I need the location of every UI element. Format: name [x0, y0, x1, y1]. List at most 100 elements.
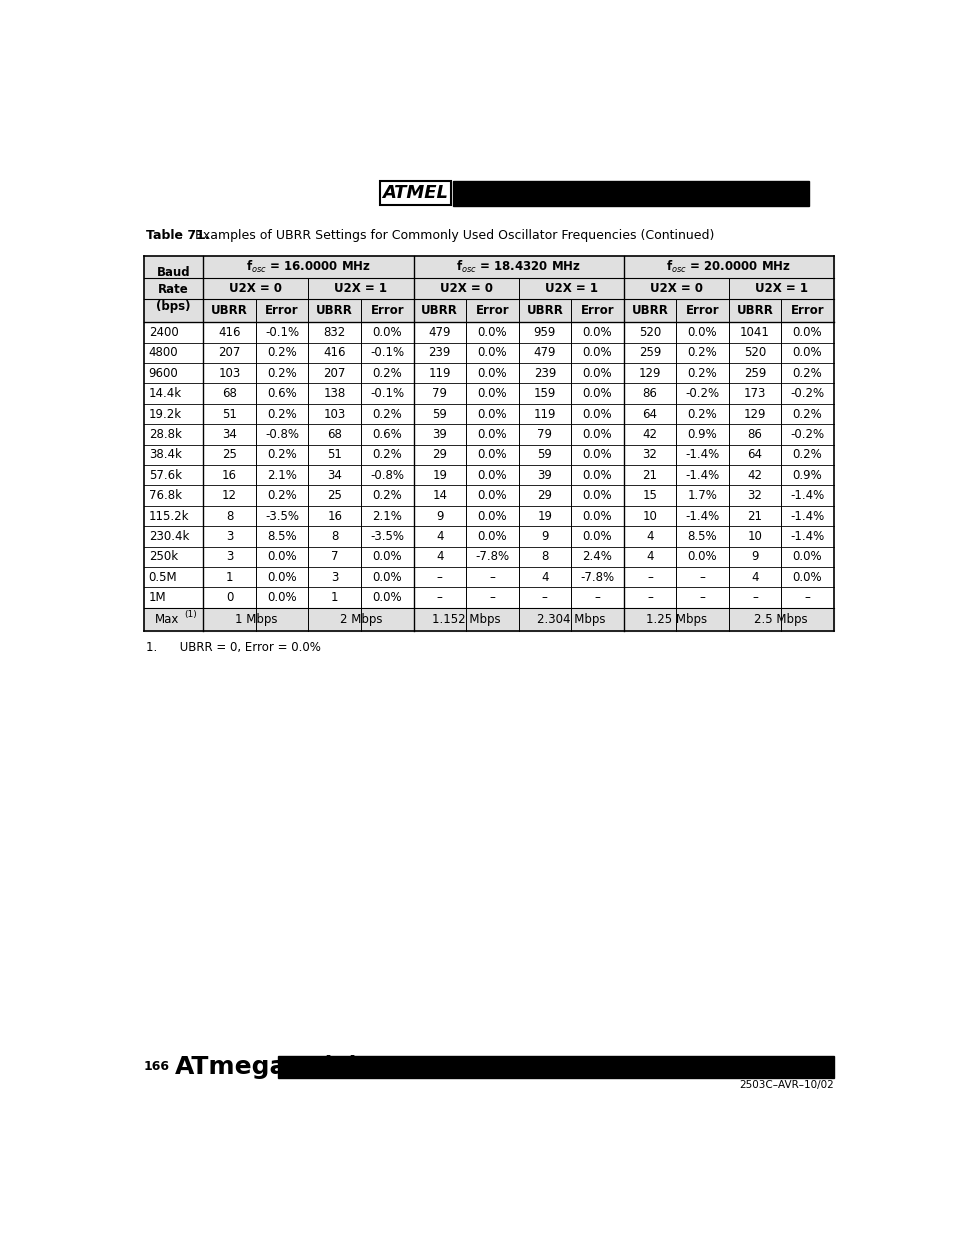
Text: 2.1%: 2.1%: [372, 510, 402, 522]
Text: 416: 416: [218, 326, 240, 338]
Text: 0.0%: 0.0%: [792, 551, 821, 563]
Text: 0.2%: 0.2%: [267, 408, 296, 421]
Bar: [144, 425, 833, 445]
Text: ATMEL: ATMEL: [382, 184, 448, 201]
Text: 166: 166: [144, 1061, 170, 1073]
Text: 34: 34: [222, 429, 237, 441]
Text: 230.4k: 230.4k: [149, 530, 189, 543]
Text: 32: 32: [641, 448, 657, 462]
Text: 79: 79: [432, 387, 447, 400]
Text: 0.0%: 0.0%: [477, 510, 507, 522]
Text: 14: 14: [432, 489, 447, 503]
Text: 119: 119: [428, 367, 451, 379]
Text: 0.2%: 0.2%: [687, 408, 717, 421]
Text: 25: 25: [222, 448, 237, 462]
Text: U2X = 0: U2X = 0: [649, 282, 702, 295]
Text: 0.0%: 0.0%: [582, 346, 612, 359]
Text: UBRR: UBRR: [736, 304, 773, 317]
Text: 1.      UBRR = 0, Error = 0.0%: 1. UBRR = 0, Error = 0.0%: [146, 641, 321, 655]
Text: Examples of UBRR Settings for Commonly Used Oscillator Frequencies (Continued): Examples of UBRR Settings for Commonly U…: [195, 228, 714, 242]
Text: 0.2%: 0.2%: [372, 489, 402, 503]
Text: -1.4%: -1.4%: [684, 510, 719, 522]
Text: 2.5 Mbps: 2.5 Mbps: [754, 613, 807, 626]
Text: 0.6%: 0.6%: [267, 387, 296, 400]
Text: 68: 68: [222, 387, 237, 400]
Text: -7.8%: -7.8%: [475, 551, 509, 563]
Text: 0.2%: 0.2%: [372, 448, 402, 462]
Text: 0.0%: 0.0%: [792, 346, 821, 359]
Text: -3.5%: -3.5%: [370, 530, 404, 543]
Bar: [144, 526, 833, 547]
Text: 1.152 Mbps: 1.152 Mbps: [432, 613, 499, 626]
Text: UBRR: UBRR: [316, 304, 353, 317]
Text: 29: 29: [432, 448, 447, 462]
Text: 16: 16: [222, 469, 237, 482]
Text: 2503C–AVR–10/02: 2503C–AVR–10/02: [739, 1081, 833, 1091]
Text: 115.2k: 115.2k: [149, 510, 189, 522]
Text: 0.2%: 0.2%: [267, 489, 296, 503]
Text: –: –: [699, 592, 704, 604]
Text: -0.1%: -0.1%: [265, 326, 299, 338]
Text: 0.0%: 0.0%: [372, 592, 401, 604]
Text: 0.0%: 0.0%: [582, 326, 612, 338]
Text: 86: 86: [747, 429, 761, 441]
Text: 0.2%: 0.2%: [267, 367, 296, 379]
Text: 2 Mbps: 2 Mbps: [339, 613, 382, 626]
Text: 9: 9: [540, 530, 548, 543]
Text: 0.0%: 0.0%: [477, 448, 507, 462]
Text: 119: 119: [533, 408, 556, 421]
Text: -0.2%: -0.2%: [790, 387, 823, 400]
Text: 0.0%: 0.0%: [477, 429, 507, 441]
Text: 0.0%: 0.0%: [477, 367, 507, 379]
Text: 832: 832: [323, 326, 346, 338]
Text: (1): (1): [184, 610, 196, 619]
Text: 19.2k: 19.2k: [149, 408, 182, 421]
Text: 39: 39: [432, 429, 447, 441]
Text: 0.0%: 0.0%: [372, 551, 401, 563]
Text: 0.0%: 0.0%: [687, 551, 717, 563]
Text: –: –: [646, 571, 652, 584]
Text: 259: 259: [743, 367, 765, 379]
Text: -1.4%: -1.4%: [684, 448, 719, 462]
Text: -0.1%: -0.1%: [370, 387, 404, 400]
Text: 207: 207: [323, 367, 346, 379]
Text: 0.0%: 0.0%: [582, 469, 612, 482]
Text: 239: 239: [428, 346, 451, 359]
Text: 0.0%: 0.0%: [477, 387, 507, 400]
Text: Error: Error: [475, 304, 509, 317]
Text: 0.2%: 0.2%: [372, 367, 402, 379]
Text: 8: 8: [226, 510, 233, 522]
Text: 8: 8: [331, 530, 338, 543]
Text: UBRR: UBRR: [631, 304, 668, 317]
Text: f$_{osc}$ = 18.4320 MHz: f$_{osc}$ = 18.4320 MHz: [456, 258, 580, 275]
Text: 10: 10: [747, 530, 761, 543]
Text: 2400: 2400: [149, 326, 178, 338]
Text: 0.0%: 0.0%: [582, 489, 612, 503]
Text: 42: 42: [641, 429, 657, 441]
Text: 2.304 Mbps: 2.304 Mbps: [537, 613, 605, 626]
Bar: [144, 608, 833, 631]
Text: 1: 1: [226, 571, 233, 584]
Text: 51: 51: [222, 408, 237, 421]
Text: 239: 239: [533, 367, 556, 379]
Text: 0.0%: 0.0%: [267, 592, 296, 604]
Bar: [144, 445, 833, 466]
Text: 39: 39: [537, 469, 552, 482]
Text: 1 Mbps: 1 Mbps: [234, 613, 277, 626]
Text: 0.2%: 0.2%: [372, 408, 402, 421]
Text: –: –: [436, 571, 442, 584]
Text: 0.0%: 0.0%: [582, 448, 612, 462]
Bar: [144, 383, 833, 404]
Text: 0.9%: 0.9%: [792, 469, 821, 482]
Text: 8.5%: 8.5%: [687, 530, 717, 543]
Text: -1.4%: -1.4%: [684, 469, 719, 482]
Text: 38.4k: 38.4k: [149, 448, 181, 462]
Text: 0.0%: 0.0%: [477, 469, 507, 482]
Text: 9600: 9600: [149, 367, 178, 379]
Text: 57.6k: 57.6k: [149, 469, 181, 482]
Text: 86: 86: [641, 387, 657, 400]
Text: 959: 959: [533, 326, 556, 338]
Text: Error: Error: [370, 304, 404, 317]
Text: 3: 3: [331, 571, 338, 584]
Bar: [144, 547, 833, 567]
